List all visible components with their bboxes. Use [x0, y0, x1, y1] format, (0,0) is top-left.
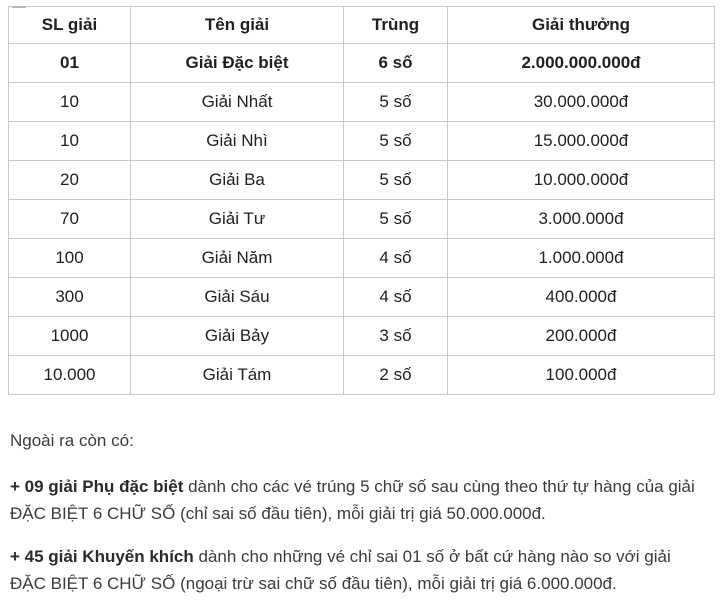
- note-encouragement-body: dành cho những vé chỉ sai 01 số ở bất cứ…: [10, 547, 671, 593]
- table-row: 300 Giải Sáu 4 số 400.000đ: [8, 277, 715, 317]
- cell-match: 5 số: [343, 121, 448, 161]
- note-special-consolation-lead: + 09 giải Phụ đặc biệt: [10, 477, 184, 496]
- note-encouragement: + 45 giải Khuyến khích dành cho những vé…: [10, 543, 708, 597]
- table-row: 20 Giải Ba 5 số 10.000.000đ: [8, 160, 715, 200]
- cell-name: Giải Tám: [130, 355, 344, 395]
- note-special-consolation: + 09 giải Phụ đặc biệt dành cho các vé t…: [10, 473, 708, 527]
- cell-name: Giải Ba: [130, 160, 344, 200]
- cell-prize: 2.000.000.000đ: [447, 43, 715, 83]
- cell-qty: 1000: [8, 316, 131, 356]
- cell-prize: 200.000đ: [447, 316, 715, 356]
- notes-intro: Ngoài ra còn có:: [10, 431, 134, 450]
- header-row: SL giải Tên giải Trùng Giải thưởng: [8, 6, 715, 44]
- cell-match: 2 số: [343, 355, 448, 395]
- cell-name: Giải Sáu: [130, 277, 344, 317]
- cell-qty: 300: [8, 277, 131, 317]
- prize-table-body: 01 Giải Đặc biệt 6 số 2.000.000.000đ 10 Giải …: [8, 43, 715, 395]
- table-row: 01 Giải Đặc biệt 6 số 2.000.000.000đ: [8, 43, 715, 83]
- cell-prize: 30.000.000đ: [447, 82, 715, 122]
- cell-qty: 01: [8, 43, 131, 83]
- cell-match: 4 số: [343, 238, 448, 278]
- cell-prize: 100.000đ: [447, 355, 715, 395]
- table-row: 10 Giải Nhất 5 số 30.000.000đ: [8, 82, 715, 122]
- cell-qty: 100: [8, 238, 131, 278]
- crop-artifact: [12, 6, 26, 8]
- note-encouragement-lead: + 45 giải Khuyến khích: [10, 547, 194, 566]
- cell-prize: 15.000.000đ: [447, 121, 715, 161]
- column-header: Giải thưởng: [447, 6, 715, 44]
- cell-qty: 70: [8, 199, 131, 239]
- cell-name: Giải Nhất: [130, 82, 344, 122]
- cell-name: Giải Tư: [130, 199, 344, 239]
- cell-match: 6 số: [343, 43, 448, 83]
- cell-qty: 20: [8, 160, 131, 200]
- column-header: Tên giải: [130, 6, 344, 44]
- column-header: SL giải: [8, 6, 131, 44]
- table-row: 10 Giải Nhì 5 số 15.000.000đ: [8, 121, 715, 161]
- prize-table: SL giải Tên giải Trùng Giải thưởng 01 Giải Đ…: [8, 6, 715, 395]
- prize-table-head: SL giải Tên giải Trùng Giải thưởng: [8, 6, 715, 44]
- column-header: Trùng: [343, 6, 448, 44]
- cell-prize: 3.000.000đ: [447, 199, 715, 239]
- cell-prize: 400.000đ: [447, 277, 715, 317]
- cell-prize: 10.000.000đ: [447, 160, 715, 200]
- cell-match: 3 số: [343, 316, 448, 356]
- cell-name: Giải Nhì: [130, 121, 344, 161]
- cell-name: Giải Đặc biệt: [130, 43, 344, 83]
- cell-match: 4 số: [343, 277, 448, 317]
- cell-qty: 10.000: [8, 355, 131, 395]
- cell-match: 5 số: [343, 199, 448, 239]
- cell-name: Giải Năm: [130, 238, 344, 278]
- notes-section: Ngoài ra còn có: + 09 giải Phụ đặc biệt …: [10, 431, 708, 597]
- cell-match: 5 số: [343, 82, 448, 122]
- cell-qty: 10: [8, 82, 131, 122]
- table-row: 70 Giải Tư 5 số 3.000.000đ: [8, 199, 715, 239]
- cell-name: Giải Bảy: [130, 316, 344, 356]
- table-row: 1000 Giải Bảy 3 số 200.000đ: [8, 316, 715, 356]
- cell-match: 5 số: [343, 160, 448, 200]
- cell-qty: 10: [8, 121, 131, 161]
- table-row: 10.000 Giải Tám 2 số 100.000đ: [8, 355, 715, 395]
- note-special-consolation-body: dành cho các vé trúng 5 chữ số sau cùng …: [10, 477, 695, 523]
- table-row: 100 Giải Năm 4 số 1.000.000đ: [8, 238, 715, 278]
- cell-prize: 1.000.000đ: [447, 238, 715, 278]
